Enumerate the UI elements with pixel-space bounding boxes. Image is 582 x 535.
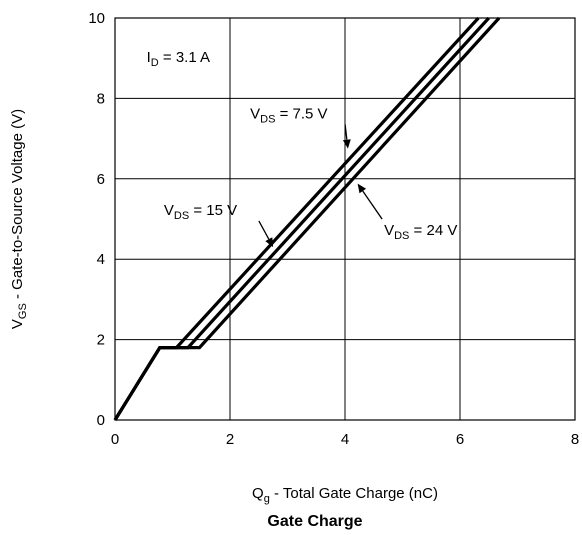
y-tick-label-1: 2: [97, 332, 105, 349]
annotation-arrow-line-3: [363, 191, 382, 219]
chart-title: Gate Charge: [267, 513, 362, 530]
y-tick-label-4: 8: [97, 90, 105, 107]
tick-labels: 0 2 4 6 8 0 2 4 6 8 10: [88, 10, 579, 448]
annotation-label-0: ID = 3.1 A: [147, 49, 210, 69]
series-line-0: [115, 18, 478, 420]
annotation-1: VDS = 7.5 V: [250, 106, 351, 149]
annotation-label-2: VDS = 15 V: [164, 202, 237, 222]
annotation-label-3: VDS = 24 V: [384, 222, 457, 242]
x-tick-label-4: 8: [571, 431, 579, 448]
x-tick-label-1: 2: [226, 431, 234, 448]
annotation-2: VDS = 15 V: [164, 202, 273, 247]
annotation-3: VDS = 24 V: [358, 184, 458, 242]
y-tick-label-2: 4: [97, 251, 105, 268]
y-tick-label-3: 6: [97, 171, 105, 188]
annotation-label-1: VDS = 7.5 V: [250, 106, 327, 126]
y-tick-label-0: 0: [97, 412, 105, 429]
series-lines: [115, 18, 499, 420]
annotation-arrow-head-1: [343, 139, 351, 148]
annotation-0: ID = 3.1 A: [147, 49, 210, 69]
x-tick-label-2: 4: [341, 431, 349, 448]
annotation-arrow-head-3: [358, 184, 367, 194]
annotation-arrow-line-2: [259, 221, 269, 239]
x-axis-title: Qg - Total Gate Charge (nC): [252, 485, 438, 505]
y-tick-label-5: 10: [88, 10, 105, 27]
x-tick-label-0: 0: [111, 431, 119, 448]
series-line-1: [115, 18, 489, 420]
x-tick-label-3: 6: [456, 431, 464, 448]
y-axis-title: VGS - Gate-to-Source Voltage (V): [9, 109, 29, 329]
annotations: ID = 3.1 A VDS = 7.5 V VDS = 15 V VDS = 24 …: [147, 49, 458, 247]
